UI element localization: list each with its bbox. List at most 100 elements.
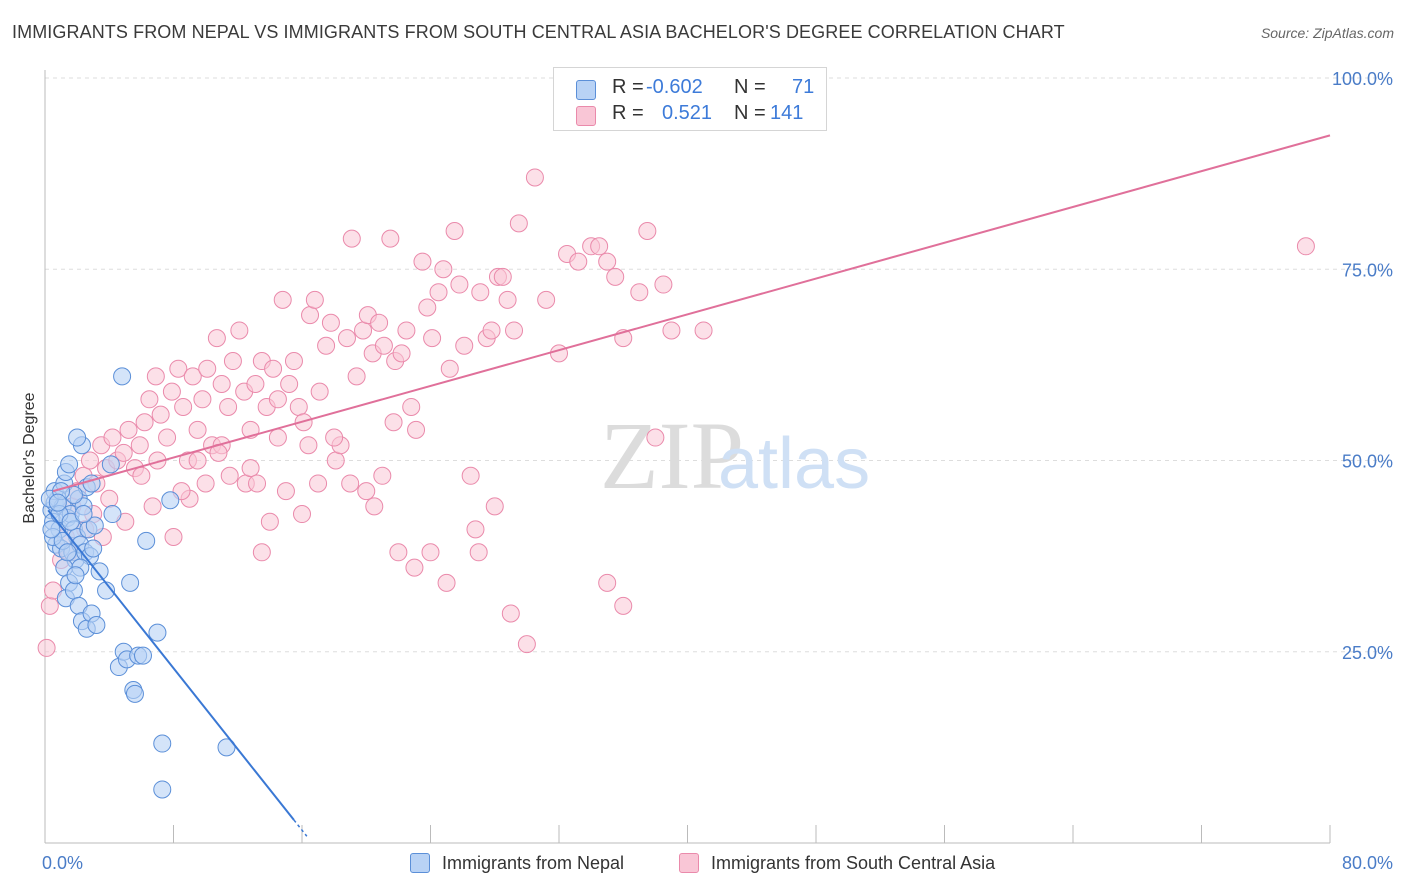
- data-point-nepal: [48, 493, 67, 512]
- data-point-sca: [654, 275, 673, 294]
- data-point-sca: [402, 397, 421, 416]
- data-point-sca: [103, 428, 122, 447]
- data-point-nepal: [161, 491, 180, 510]
- data-point-nepal: [103, 505, 122, 524]
- data-point-sca: [198, 359, 217, 378]
- data-point-sca: [501, 604, 520, 623]
- data-point-sca: [630, 283, 649, 302]
- n-label: N =: [734, 76, 766, 98]
- data-point-sca: [413, 252, 432, 271]
- data-point-sca: [241, 459, 260, 478]
- watermark-zip: ZIP: [600, 402, 744, 509]
- data-point-sca: [569, 252, 588, 271]
- legend-row-sca: R = 0.521 N = 141: [554, 102, 826, 128]
- data-point-sca: [223, 352, 242, 371]
- series-south-central-asia: [37, 168, 1315, 657]
- data-point-nepal: [125, 684, 144, 703]
- data-point-sca: [437, 573, 456, 592]
- legend-label-sca: Immigrants from South Central Asia: [711, 853, 996, 873]
- data-point-nepal: [74, 505, 93, 524]
- data-point-sca: [196, 474, 215, 493]
- data-point-sca: [407, 420, 426, 439]
- data-point-sca: [280, 375, 299, 393]
- data-point-sca: [374, 336, 393, 355]
- data-point-sca: [37, 638, 56, 657]
- data-point-sca: [662, 321, 681, 340]
- n-label: N =: [734, 102, 766, 124]
- data-point-sca: [461, 466, 480, 485]
- data-point-nepal: [66, 566, 85, 585]
- data-point-sca: [445, 222, 464, 240]
- grid: [45, 77, 1390, 653]
- data-point-sca: [299, 436, 318, 455]
- data-point-sca: [188, 420, 207, 439]
- legend-label-nepal: Immigrants from Nepal: [442, 853, 625, 873]
- data-point-sca: [326, 451, 345, 470]
- data-point-nepal: [217, 738, 236, 757]
- data-point-sca: [509, 214, 528, 233]
- data-point-sca: [598, 252, 617, 271]
- data-point-nepal: [101, 455, 120, 474]
- data-point-sca: [276, 482, 295, 501]
- data-point-sca: [485, 497, 504, 516]
- data-point-sca: [638, 222, 657, 240]
- data-point-sca: [537, 290, 556, 309]
- y-tick-label: 100.0%: [1332, 69, 1393, 89]
- data-point-sca: [273, 290, 292, 309]
- data-point-sca: [381, 229, 400, 248]
- data-point-sca: [429, 283, 448, 302]
- data-point-sca: [421, 543, 440, 562]
- data-point-sca: [606, 267, 625, 286]
- data-point-sca: [174, 397, 193, 416]
- data-point-sca: [469, 543, 488, 562]
- data-point-sca: [169, 359, 188, 378]
- nepal-swatch: [410, 853, 430, 873]
- data-point-sca: [80, 451, 99, 470]
- data-point-sca: [423, 329, 442, 348]
- r-label: R =: [612, 76, 644, 98]
- r-value: 0.521: [662, 102, 713, 124]
- data-point-nepal: [137, 531, 156, 550]
- trendlines: [47, 134, 1331, 837]
- axes: [44, 70, 1331, 844]
- data-point-sca: [354, 321, 373, 340]
- data-point-sca: [471, 283, 490, 302]
- r-value: -0.602: [646, 76, 703, 98]
- data-point-sca: [301, 306, 320, 325]
- data-point-sca: [40, 596, 59, 615]
- data-point-nepal: [42, 520, 61, 539]
- data-point-sca: [505, 321, 524, 340]
- data-point-sca: [342, 229, 361, 248]
- data-point-sca: [550, 344, 568, 363]
- data-point-sca: [455, 336, 474, 355]
- data-point-nepal: [133, 646, 152, 665]
- data-point-sca: [405, 558, 424, 577]
- data-point-sca: [100, 489, 119, 508]
- data-point-sca: [188, 451, 207, 470]
- data-point-sca: [220, 466, 239, 485]
- data-point-sca: [321, 313, 340, 332]
- data-point-sca: [164, 528, 183, 546]
- data-point-sca: [114, 443, 133, 462]
- data-point-sca: [440, 359, 459, 378]
- data-point-sca: [317, 336, 336, 355]
- data-point-sca: [310, 382, 329, 401]
- data-point-sca: [293, 505, 311, 524]
- y-axis-label: Bachelor's Degree: [21, 392, 38, 523]
- data-point-nepal: [58, 543, 77, 562]
- sca-swatch: [679, 853, 699, 873]
- chart-title: IMMIGRANTS FROM NEPAL VS IMMIGRANTS FROM…: [12, 22, 1065, 42]
- n-value: 71: [792, 76, 815, 98]
- data-point-sca: [482, 321, 501, 340]
- data-point-nepal: [148, 623, 167, 642]
- tick-labels: 25.0% 50.0% 75.0% 100.0% 0.0% 80.0%: [42, 69, 1393, 873]
- data-point-sca: [397, 321, 416, 340]
- sca-swatch: [576, 106, 596, 126]
- trendline-sca: [52, 134, 1331, 493]
- data-point-sca: [450, 275, 469, 294]
- data-point-sca: [264, 359, 283, 378]
- data-point-sca: [337, 329, 356, 348]
- data-point-sca: [305, 290, 324, 309]
- r-label: R =: [612, 102, 644, 124]
- data-point-nepal: [84, 539, 103, 558]
